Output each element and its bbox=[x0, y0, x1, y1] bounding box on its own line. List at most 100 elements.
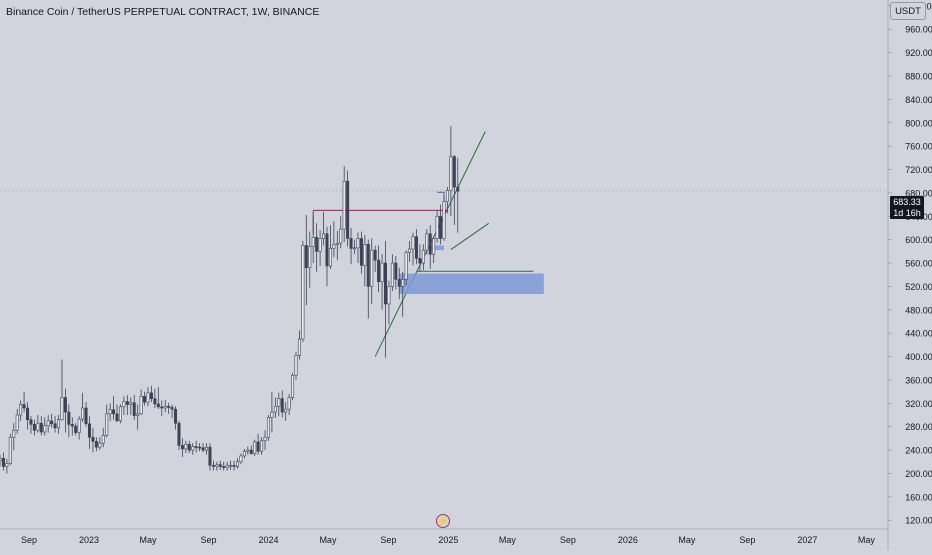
candle-body bbox=[273, 405, 277, 413]
candle-body bbox=[187, 443, 191, 451]
candle bbox=[122, 396, 126, 416]
candle bbox=[160, 400, 164, 417]
candle-body bbox=[232, 464, 236, 467]
candle-body bbox=[301, 245, 305, 340]
candle-body bbox=[246, 449, 250, 452]
candle bbox=[456, 157, 460, 233]
candle bbox=[225, 461, 229, 471]
price-tick-label: 520.00 bbox=[905, 282, 932, 292]
candle-body bbox=[304, 245, 308, 269]
candle-body bbox=[167, 405, 171, 408]
candle bbox=[249, 445, 253, 455]
candle-body bbox=[98, 442, 102, 448]
candle bbox=[301, 240, 305, 342]
candle bbox=[177, 420, 181, 451]
candle bbox=[280, 390, 284, 418]
candle-body bbox=[191, 446, 195, 451]
events-bolt-icon[interactable]: ⚡ bbox=[436, 514, 450, 528]
candle bbox=[211, 460, 215, 471]
candle-body bbox=[421, 249, 425, 264]
candle-body bbox=[359, 238, 363, 266]
candle bbox=[81, 392, 85, 423]
candle bbox=[163, 399, 167, 413]
bar-countdown: 1d 16h bbox=[893, 207, 921, 218]
currency-button[interactable]: USDT bbox=[890, 2, 926, 20]
candle-body bbox=[112, 409, 116, 415]
candle bbox=[0, 454, 2, 467]
last-price-tag: 683.33 1d 16h bbox=[890, 196, 924, 219]
candle bbox=[215, 461, 219, 471]
candle bbox=[408, 240, 412, 262]
time-tick-label: 2023 bbox=[79, 535, 99, 545]
candle-body bbox=[322, 233, 326, 239]
candle-body bbox=[108, 409, 112, 415]
time-tick-label: Sep bbox=[380, 535, 396, 545]
candle bbox=[50, 413, 54, 428]
time-tick-label: 2025 bbox=[438, 535, 458, 545]
time-tick-label: May bbox=[139, 535, 157, 545]
demand-zone bbox=[399, 273, 544, 295]
candle-body bbox=[239, 455, 243, 463]
candle bbox=[411, 232, 415, 266]
candle-body bbox=[60, 397, 64, 420]
candle-body bbox=[77, 418, 81, 433]
candle-body bbox=[353, 247, 357, 250]
candle bbox=[91, 427, 95, 453]
candle-body bbox=[180, 445, 184, 450]
candle-body bbox=[177, 422, 181, 446]
candle bbox=[118, 404, 122, 424]
time-axis[interactable]: Sep 2023 May Sep 2024 May Sep 2025 May Sep 2026 May… bbox=[21, 535, 875, 545]
candle bbox=[129, 397, 133, 416]
time-tick-label: May bbox=[319, 535, 337, 545]
candle bbox=[377, 245, 381, 293]
candle-body bbox=[449, 156, 453, 191]
last-price-value: 683.33 bbox=[893, 197, 921, 207]
candle-body bbox=[280, 398, 284, 413]
price-tick-label: 440.00 bbox=[905, 329, 932, 339]
candle bbox=[325, 226, 329, 287]
candle bbox=[328, 225, 332, 269]
candle bbox=[432, 236, 436, 264]
candle bbox=[318, 230, 322, 266]
trendline bbox=[450, 222, 490, 251]
candle-body bbox=[442, 201, 446, 239]
candle bbox=[8, 433, 12, 466]
candle bbox=[198, 443, 202, 452]
time-tick-label: 2027 bbox=[797, 535, 817, 545]
candle bbox=[442, 195, 446, 241]
candle-body bbox=[452, 156, 456, 188]
candle bbox=[394, 256, 398, 290]
candle-body bbox=[404, 252, 408, 280]
candle bbox=[139, 389, 143, 416]
price-tick-label: 960.00 bbox=[905, 25, 932, 35]
candle bbox=[342, 166, 346, 242]
candle-body bbox=[5, 463, 9, 467]
candle bbox=[29, 416, 33, 434]
candle-body bbox=[291, 374, 295, 398]
candle bbox=[132, 395, 136, 420]
candle bbox=[180, 438, 184, 458]
candle-body bbox=[39, 422, 43, 433]
price-tick-label: 360.00 bbox=[905, 375, 932, 385]
candle-body bbox=[43, 425, 47, 433]
candle-body bbox=[397, 279, 401, 287]
candle-body bbox=[425, 233, 429, 251]
candle bbox=[397, 267, 401, 300]
candle bbox=[266, 415, 270, 441]
candle-body bbox=[318, 238, 322, 252]
candle-body bbox=[87, 423, 91, 438]
candle-body bbox=[26, 407, 30, 420]
candle-body bbox=[8, 436, 12, 464]
candle bbox=[383, 240, 387, 358]
price-axis[interactable]: 1,000.00960.00920.00880.00840.00800.0076… bbox=[888, 1, 932, 526]
candle-body bbox=[222, 466, 226, 468]
candle bbox=[370, 238, 374, 304]
candle bbox=[39, 416, 43, 436]
candle bbox=[46, 415, 50, 433]
time-tick-label: 2026 bbox=[618, 535, 638, 545]
candle-body bbox=[315, 237, 319, 252]
price-tick-label: 480.00 bbox=[905, 305, 932, 315]
candle-body bbox=[63, 397, 67, 413]
